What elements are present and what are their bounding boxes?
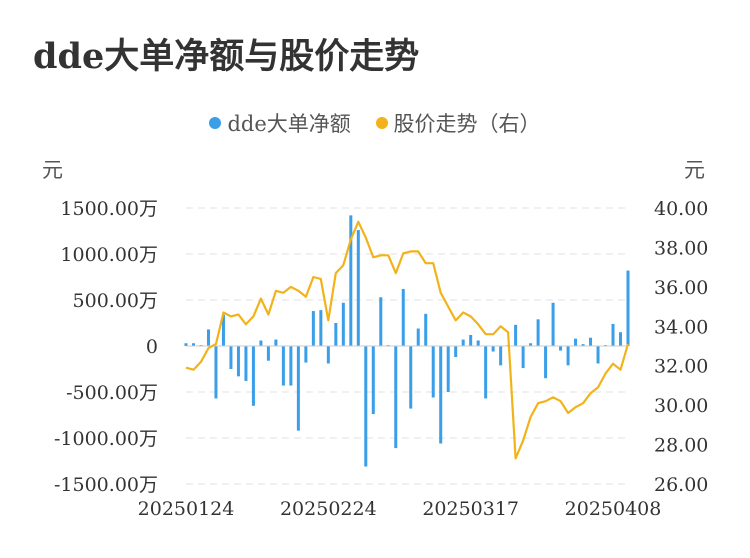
bar bbox=[311, 311, 315, 346]
bar bbox=[529, 343, 533, 346]
bar bbox=[206, 329, 210, 346]
bar bbox=[596, 346, 600, 364]
bar bbox=[356, 230, 360, 346]
bar bbox=[281, 346, 285, 386]
bar bbox=[304, 346, 308, 363]
bar bbox=[251, 346, 255, 406]
legend-dot-price-icon bbox=[375, 117, 388, 129]
x-axis-tick-label: 20250124 bbox=[138, 498, 235, 520]
bar bbox=[401, 288, 405, 346]
right-axis-unit: 元 bbox=[684, 158, 705, 182]
bar bbox=[214, 346, 218, 399]
chart-legend: dde大单净额 股价走势（右） bbox=[0, 108, 750, 138]
bar bbox=[326, 346, 330, 364]
bar bbox=[431, 346, 435, 398]
bar bbox=[289, 346, 293, 386]
legend-item-dde[interactable]: dde大单净额 bbox=[209, 108, 351, 138]
bar bbox=[536, 319, 540, 346]
left-axis-tick-label: -1500.00万 bbox=[54, 474, 158, 496]
right-axis-tick-label: 26.00 bbox=[654, 474, 708, 496]
bar bbox=[394, 346, 398, 449]
bar bbox=[574, 338, 578, 346]
bar bbox=[341, 302, 345, 346]
right-axis-tick-label: 34.00 bbox=[654, 316, 708, 338]
bar bbox=[499, 346, 503, 366]
left-axis-tick-label: 1000.00万 bbox=[60, 244, 158, 266]
bar bbox=[259, 340, 263, 346]
bar bbox=[274, 339, 278, 346]
x-axis-tick-label: 20250408 bbox=[565, 498, 662, 520]
right-axis-tick-label: 38.00 bbox=[654, 237, 708, 259]
legend-label-dde: dde大单净额 bbox=[227, 112, 351, 136]
bar bbox=[566, 346, 570, 366]
bar bbox=[371, 346, 375, 415]
left-axis-tick-label: -500.00万 bbox=[66, 382, 158, 404]
bar bbox=[454, 346, 458, 358]
bar bbox=[476, 340, 480, 346]
bar bbox=[349, 215, 353, 346]
bar bbox=[364, 346, 368, 467]
bar bbox=[296, 346, 300, 431]
right-axis-tick-label: 30.00 bbox=[654, 395, 708, 417]
bar bbox=[514, 324, 518, 346]
bar bbox=[424, 313, 428, 346]
bar bbox=[521, 346, 525, 369]
bar bbox=[491, 346, 495, 352]
bar bbox=[229, 346, 233, 369]
bar bbox=[191, 343, 195, 346]
price-line bbox=[185, 220, 630, 460]
bar bbox=[461, 339, 465, 346]
legend-dot-dde-icon bbox=[209, 117, 222, 129]
bar bbox=[319, 310, 323, 346]
left-axis-tick-label: 0 bbox=[146, 336, 158, 358]
left-axis-tick-label: -1000.00万 bbox=[54, 428, 158, 450]
right-axis-tick-label: 32.00 bbox=[654, 356, 708, 378]
bar bbox=[334, 323, 338, 346]
bar bbox=[469, 334, 473, 346]
bar bbox=[626, 270, 630, 346]
legend-label-price: 股价走势（右） bbox=[393, 112, 541, 136]
bar bbox=[416, 328, 420, 346]
bar bbox=[184, 343, 188, 346]
bar bbox=[544, 346, 548, 379]
bar bbox=[551, 302, 555, 346]
bar bbox=[266, 346, 270, 361]
left-axis-unit: 元 bbox=[42, 158, 63, 182]
left-axis-tick-label: 500.00万 bbox=[73, 290, 158, 312]
bar bbox=[409, 346, 413, 409]
right-axis-tick-label: 28.00 bbox=[654, 435, 708, 457]
page-title: dde大单净额与股价走势 bbox=[33, 36, 420, 77]
left-axis-tick-label: 1500.00万 bbox=[60, 198, 158, 220]
x-axis-tick-label: 20250224 bbox=[280, 498, 377, 520]
bar bbox=[484, 346, 488, 399]
legend-item-price[interactable]: 股价走势（右） bbox=[375, 108, 541, 138]
bar bbox=[439, 346, 443, 444]
bar bbox=[244, 346, 248, 381]
bar bbox=[581, 344, 585, 346]
right-axis-tick-label: 40.00 bbox=[654, 198, 708, 220]
right-axis-tick-label: 36.00 bbox=[654, 277, 708, 299]
bar bbox=[379, 297, 383, 346]
bar bbox=[589, 337, 593, 346]
x-axis-tick-label: 20250317 bbox=[422, 498, 519, 520]
bar bbox=[611, 323, 615, 346]
bar bbox=[236, 346, 240, 377]
bar bbox=[619, 332, 623, 346]
bar bbox=[446, 346, 450, 392]
bar bbox=[221, 314, 225, 346]
bar bbox=[559, 346, 563, 351]
